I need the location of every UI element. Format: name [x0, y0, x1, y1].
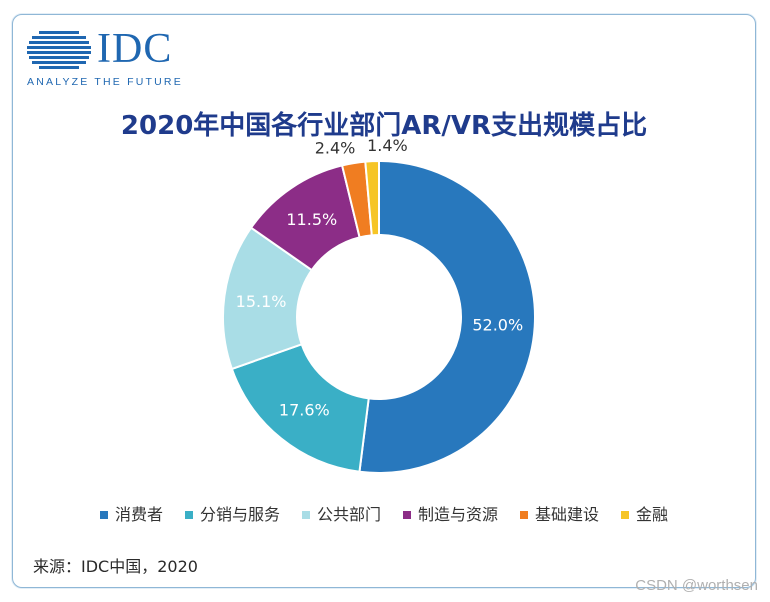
logo-tagline: ANALYZE THE FUTURE — [27, 76, 183, 88]
legend-label-2: 公共部门 — [316, 505, 381, 524]
legend-label-1: 分销与服务 — [199, 505, 280, 524]
legend-label-0: 消费者 — [114, 505, 163, 524]
slice-label-5: 1.4% — [367, 136, 408, 155]
legend-item-5: 金融 — [621, 501, 668, 525]
legend-label-4: 基础建设 — [535, 505, 600, 524]
legend-item-1: 分销与服务 — [184, 501, 280, 525]
chart-legend: 消费者 分销与服务 公共部门 制造与资源 基础建设 金融 — [13, 501, 755, 525]
legend-item-0: 消费者 — [99, 501, 163, 525]
legend-swatch-2 — [301, 510, 310, 519]
donut-chart: 52.0% 17.6% 15.1% 11.5% 2.4% 1.4% — [222, 136, 536, 474]
globe-icon — [27, 31, 91, 69]
legend-swatch-5 — [621, 510, 630, 519]
donut-slice-5 — [364, 159, 380, 237]
watermark: CSDN @worthsen — [635, 577, 758, 594]
legend-swatch-0 — [99, 510, 108, 519]
chart-card: IDC ANALYZE THE FUTURE 2020年中国各行业部门AR/VR… — [12, 14, 756, 588]
legend-swatch-3 — [403, 510, 411, 519]
legend-label-5: 金融 — [636, 505, 669, 524]
slice-label-3: 11.5% — [286, 210, 337, 229]
slice-label-4: 2.4% — [315, 138, 356, 157]
legend-label-3: 制造与资源 — [418, 505, 499, 524]
logo-brand-text: IDC — [97, 26, 173, 72]
slice-label-1: 17.6% — [279, 401, 330, 420]
donut-slice-0 — [358, 159, 536, 474]
slice-label-2: 15.1% — [236, 292, 287, 311]
slice-label-0: 52.0% — [472, 315, 523, 334]
source-note: 来源：IDC中国，2020 — [33, 557, 198, 576]
idc-logo: IDC ANALYZE THE FUTURE — [27, 26, 197, 93]
legend-swatch-1 — [184, 510, 193, 519]
legend-item-3: 制造与资源 — [403, 501, 498, 525]
legend-item-4: 基础建设 — [520, 501, 599, 525]
chart-title: 2020年中国各行业部门AR/VR支出规模占比 — [120, 111, 648, 141]
legend-item-2: 公共部门 — [301, 501, 381, 525]
legend-swatch-4 — [520, 510, 529, 519]
